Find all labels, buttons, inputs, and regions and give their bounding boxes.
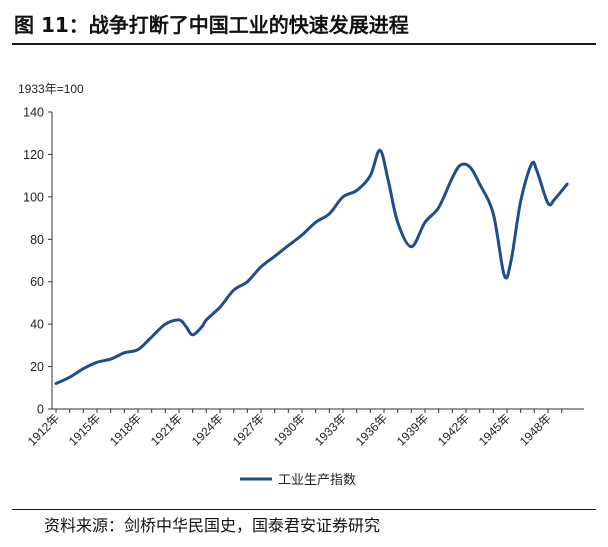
y-tick-label: 80 [30, 233, 44, 247]
x-tick-label: 1924年 [189, 411, 226, 448]
x-tick-label: 1918年 [107, 411, 144, 448]
x-tick-label: 1942年 [435, 411, 472, 448]
x-tick-label: 1936年 [353, 411, 390, 448]
y-tick-label: 120 [23, 148, 44, 162]
page-title: 图 11：战争打断了中国工业的快速发展进程 [14, 13, 409, 37]
title-divider [12, 43, 596, 45]
unit-note: 1933年=100 [18, 82, 84, 96]
x-tick-label: 1915年 [66, 411, 103, 448]
y-tick-label: 20 [30, 360, 44, 374]
x-tick-label: 1912年 [25, 411, 62, 448]
y-tick-label: 40 [30, 318, 44, 332]
x-tick-label: 1930年 [271, 411, 308, 448]
legend-label: 工业生产指数 [278, 472, 356, 487]
source-note: 资料来源：剑桥中华民国史，国泰君安证券研究 [44, 516, 381, 535]
y-tick-label: 100 [23, 190, 44, 204]
x-tick-label: 1945年 [476, 411, 513, 448]
y-tick-label: 0 [37, 403, 44, 417]
x-tick-label: 1948年 [517, 411, 554, 448]
y-tick-label: 140 [23, 106, 44, 120]
x-tick-label: 1933年 [312, 411, 349, 448]
y-tick-label: 60 [30, 275, 44, 289]
x-tick-label: 1921年 [148, 411, 185, 448]
source-divider [12, 509, 596, 510]
x-tick-label: 1927年 [230, 411, 267, 448]
series-line [54, 148, 569, 385]
x-tick-label: 1939年 [394, 411, 431, 448]
line-chart: 1933年=100 0 20 40 60 80 100 120 140 1912年 1915年 191… [18, 82, 584, 487]
chart-container: 1933年=100 0 20 40 60 80 100 120 140 1912年 1915年 191… [0, 60, 608, 510]
